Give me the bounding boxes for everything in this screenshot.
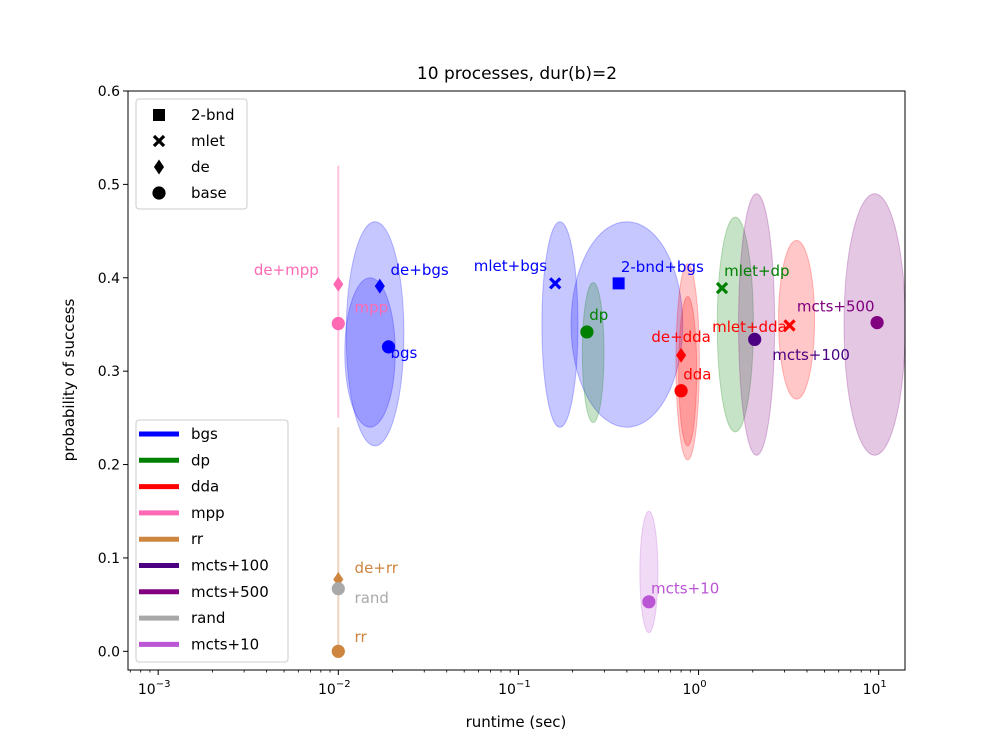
data-point-dp bbox=[580, 325, 594, 339]
data-label-mpp: mpp bbox=[355, 298, 389, 316]
color-legend-label-mcts+500: mcts+500 bbox=[191, 583, 269, 601]
data-label-2-bnd+bgs: 2-bnd+bgs bbox=[621, 258, 704, 276]
color-legend-label-mcts+100: mcts+100 bbox=[191, 557, 269, 575]
data-label-dda: dda bbox=[683, 366, 711, 384]
spread-ellipse-11 bbox=[639, 510, 659, 634]
spread-ellipse-5 bbox=[716, 216, 754, 433]
spread-ellipse-6 bbox=[675, 263, 700, 461]
y-tick-label-0: 0.0 bbox=[98, 644, 120, 660]
x-tick-label-0: 10−3 bbox=[138, 679, 171, 698]
spread-ellipses bbox=[344, 193, 905, 634]
y-axis-ticks: 0.0 0.1 0.2 0.3 0.4 0.5 0.6 bbox=[98, 84, 128, 660]
y-tick-label-3: 0.3 bbox=[98, 364, 120, 380]
data-point-mcts+10 bbox=[642, 595, 656, 609]
data-label-de+rr: de+rr bbox=[355, 559, 399, 577]
data-label-mcts+100: mcts+100 bbox=[772, 346, 850, 364]
color-legend-label-bgs: bgs bbox=[191, 425, 218, 443]
data-point-dda bbox=[674, 384, 688, 398]
marker-legend-label-mlet: mlet bbox=[191, 132, 225, 150]
color-legend-label-dda: dda bbox=[191, 478, 219, 496]
x-tick-label-2: 10−1 bbox=[498, 679, 531, 698]
marker-legend-label-de: de bbox=[191, 158, 210, 176]
marker-legend-symbol-de bbox=[153, 159, 165, 175]
marker-legend-box bbox=[135, 98, 248, 210]
data-point-mcts+500 bbox=[870, 316, 884, 330]
data-point-mcts+100 bbox=[748, 332, 762, 347]
plot-frame bbox=[127, 90, 906, 671]
data-label-de+dda: de+dda bbox=[651, 328, 711, 346]
data-point-rr bbox=[331, 644, 345, 658]
data-label-dp: dp bbox=[589, 306, 608, 324]
data-label-de+mpp: de+mpp bbox=[254, 261, 319, 279]
y-tick-label-2: 0.2 bbox=[98, 458, 120, 474]
spread-ellipse-9 bbox=[738, 193, 776, 456]
marker-legend-label-base: base bbox=[191, 184, 227, 202]
spread-ellipse-1 bbox=[344, 277, 396, 428]
data-point-mpp bbox=[331, 316, 345, 331]
marker-legend-symbol-mlet bbox=[152, 134, 166, 148]
color-legend-label-rr: rr bbox=[191, 530, 204, 548]
data-point-de+mpp bbox=[333, 276, 344, 292]
chart-title: 10 processes, dur(b)=2 bbox=[417, 64, 617, 84]
data-point-de+rr bbox=[333, 571, 344, 587]
data-points bbox=[331, 276, 884, 658]
data-point-rand bbox=[331, 582, 345, 596]
color-legend-box bbox=[135, 419, 289, 663]
color-legend-label-mcts+10: mcts+10 bbox=[191, 635, 259, 653]
spread-ellipse-2 bbox=[541, 221, 579, 428]
marker-legend-symbol-base bbox=[152, 186, 166, 200]
y-tick-label-6: 0.6 bbox=[98, 84, 120, 100]
data-label-mlet+bgs: mlet+bgs bbox=[474, 257, 548, 275]
data-point-de+dda bbox=[676, 347, 687, 363]
data-point-mlet+dp bbox=[715, 281, 729, 295]
y-tick-label-5: 0.5 bbox=[98, 177, 120, 193]
data-label-rr: rr bbox=[355, 628, 368, 646]
x-axis-label: runtime (sec) bbox=[466, 713, 567, 731]
color-legend: bgs dp dda mpp rr mcts+100 mcts+500 rand mcts+10 bbox=[135, 419, 289, 663]
data-point-de+bgs bbox=[374, 278, 385, 294]
marker-legend: 2-bnd mlet de base bbox=[135, 98, 248, 210]
color-legend-label-mpp: mpp bbox=[191, 504, 225, 522]
color-legend-label-dp: dp bbox=[191, 451, 210, 469]
data-label-mlet+dda: mlet+dda bbox=[712, 318, 787, 336]
data-label-mcts+500: mcts+500 bbox=[797, 297, 875, 315]
data-point-2-bnd+bgs bbox=[612, 277, 625, 290]
y-axis-label: probability of success bbox=[60, 298, 78, 461]
data-label-bgs: bgs bbox=[391, 344, 418, 362]
x-tick-label-4: 101 bbox=[863, 679, 887, 698]
spread-ellipse-3 bbox=[570, 221, 684, 428]
data-point-mlet+bgs bbox=[549, 277, 562, 290]
spread-ellipse-8 bbox=[778, 239, 816, 400]
x-axis-ticks: 10−3 10−2 10−1 100 101 bbox=[129, 670, 887, 698]
data-label-rand: rand bbox=[355, 589, 389, 607]
x-tick-label-3: 100 bbox=[682, 679, 706, 698]
spread-ellipse-0 bbox=[345, 221, 405, 447]
data-label-mcts+10: mcts+10 bbox=[651, 579, 719, 597]
data-point-bgs bbox=[381, 340, 396, 354]
x-tick-label-1: 10−2 bbox=[318, 679, 351, 698]
y-tick-label-1: 0.1 bbox=[98, 551, 120, 567]
spread-ellipse-4 bbox=[581, 281, 605, 424]
data-labels: bgs de+bgs mpp de+mpp rr de+rr rand mlet+bgs 2-b… bbox=[254, 257, 875, 646]
y-tick-label-4: 0.4 bbox=[98, 271, 120, 287]
data-label-mlet+dp: mlet+dp bbox=[724, 262, 790, 280]
marker-legend-label-2-bnd: 2-bnd bbox=[191, 106, 235, 124]
color-legend-label-rand: rand bbox=[191, 609, 225, 627]
data-label-de+bgs: de+bgs bbox=[391, 261, 449, 279]
data-point-mlet+dda bbox=[783, 319, 796, 332]
marker-legend-symbol-2-bnd bbox=[153, 109, 165, 121]
spread-ellipse-7 bbox=[678, 295, 698, 447]
